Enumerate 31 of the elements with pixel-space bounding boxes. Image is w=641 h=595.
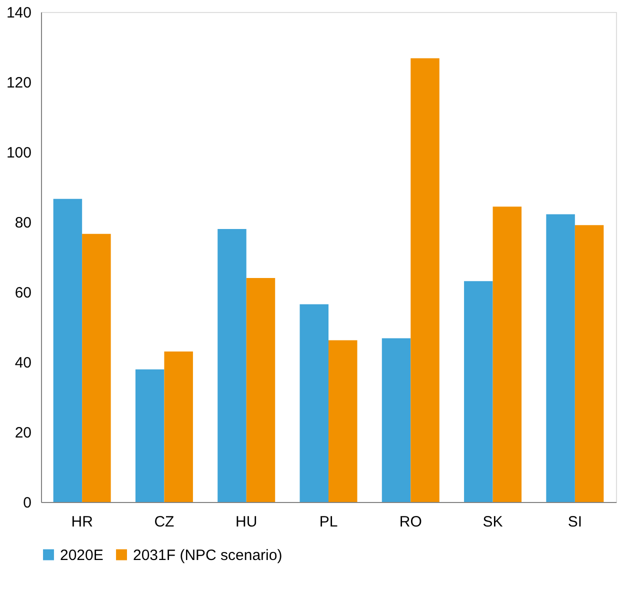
- bar: [135, 369, 164, 502]
- x-tick-label: PL: [319, 514, 338, 530]
- bar: [574, 225, 604, 502]
- bar: [218, 229, 246, 502]
- x-tick-label: HR: [71, 514, 94, 530]
- y-tick-label: 0: [23, 494, 32, 512]
- x-tick-label: HU: [236, 514, 258, 530]
- bar: [410, 58, 440, 502]
- bar: [328, 340, 358, 502]
- x-tick-label: CZ: [154, 514, 174, 530]
- y-tick-label: 80: [14, 214, 32, 232]
- bar: [53, 198, 82, 502]
- bar: [246, 278, 276, 502]
- legend-label: 2031F (NPC scenario): [133, 546, 282, 564]
- y-tick-label: 120: [6, 74, 32, 92]
- bar: [300, 304, 328, 502]
- y-tick-label: 100: [6, 144, 32, 162]
- y-tick-label: 20: [14, 424, 32, 442]
- bar: [492, 206, 522, 502]
- bar: [382, 338, 411, 502]
- x-tick-label: RO: [399, 514, 422, 530]
- x-tick-label: SK: [482, 514, 503, 530]
- legend-label: 2020E: [60, 546, 104, 564]
- bar: [82, 234, 111, 502]
- bar: [546, 214, 575, 502]
- y-tick-label: 60: [14, 284, 32, 302]
- bar: [464, 281, 493, 502]
- bar: [164, 352, 193, 502]
- x-tick-label: SI: [568, 514, 582, 530]
- y-tick-label: 40: [14, 354, 32, 372]
- y-tick-label: 140: [6, 4, 32, 22]
